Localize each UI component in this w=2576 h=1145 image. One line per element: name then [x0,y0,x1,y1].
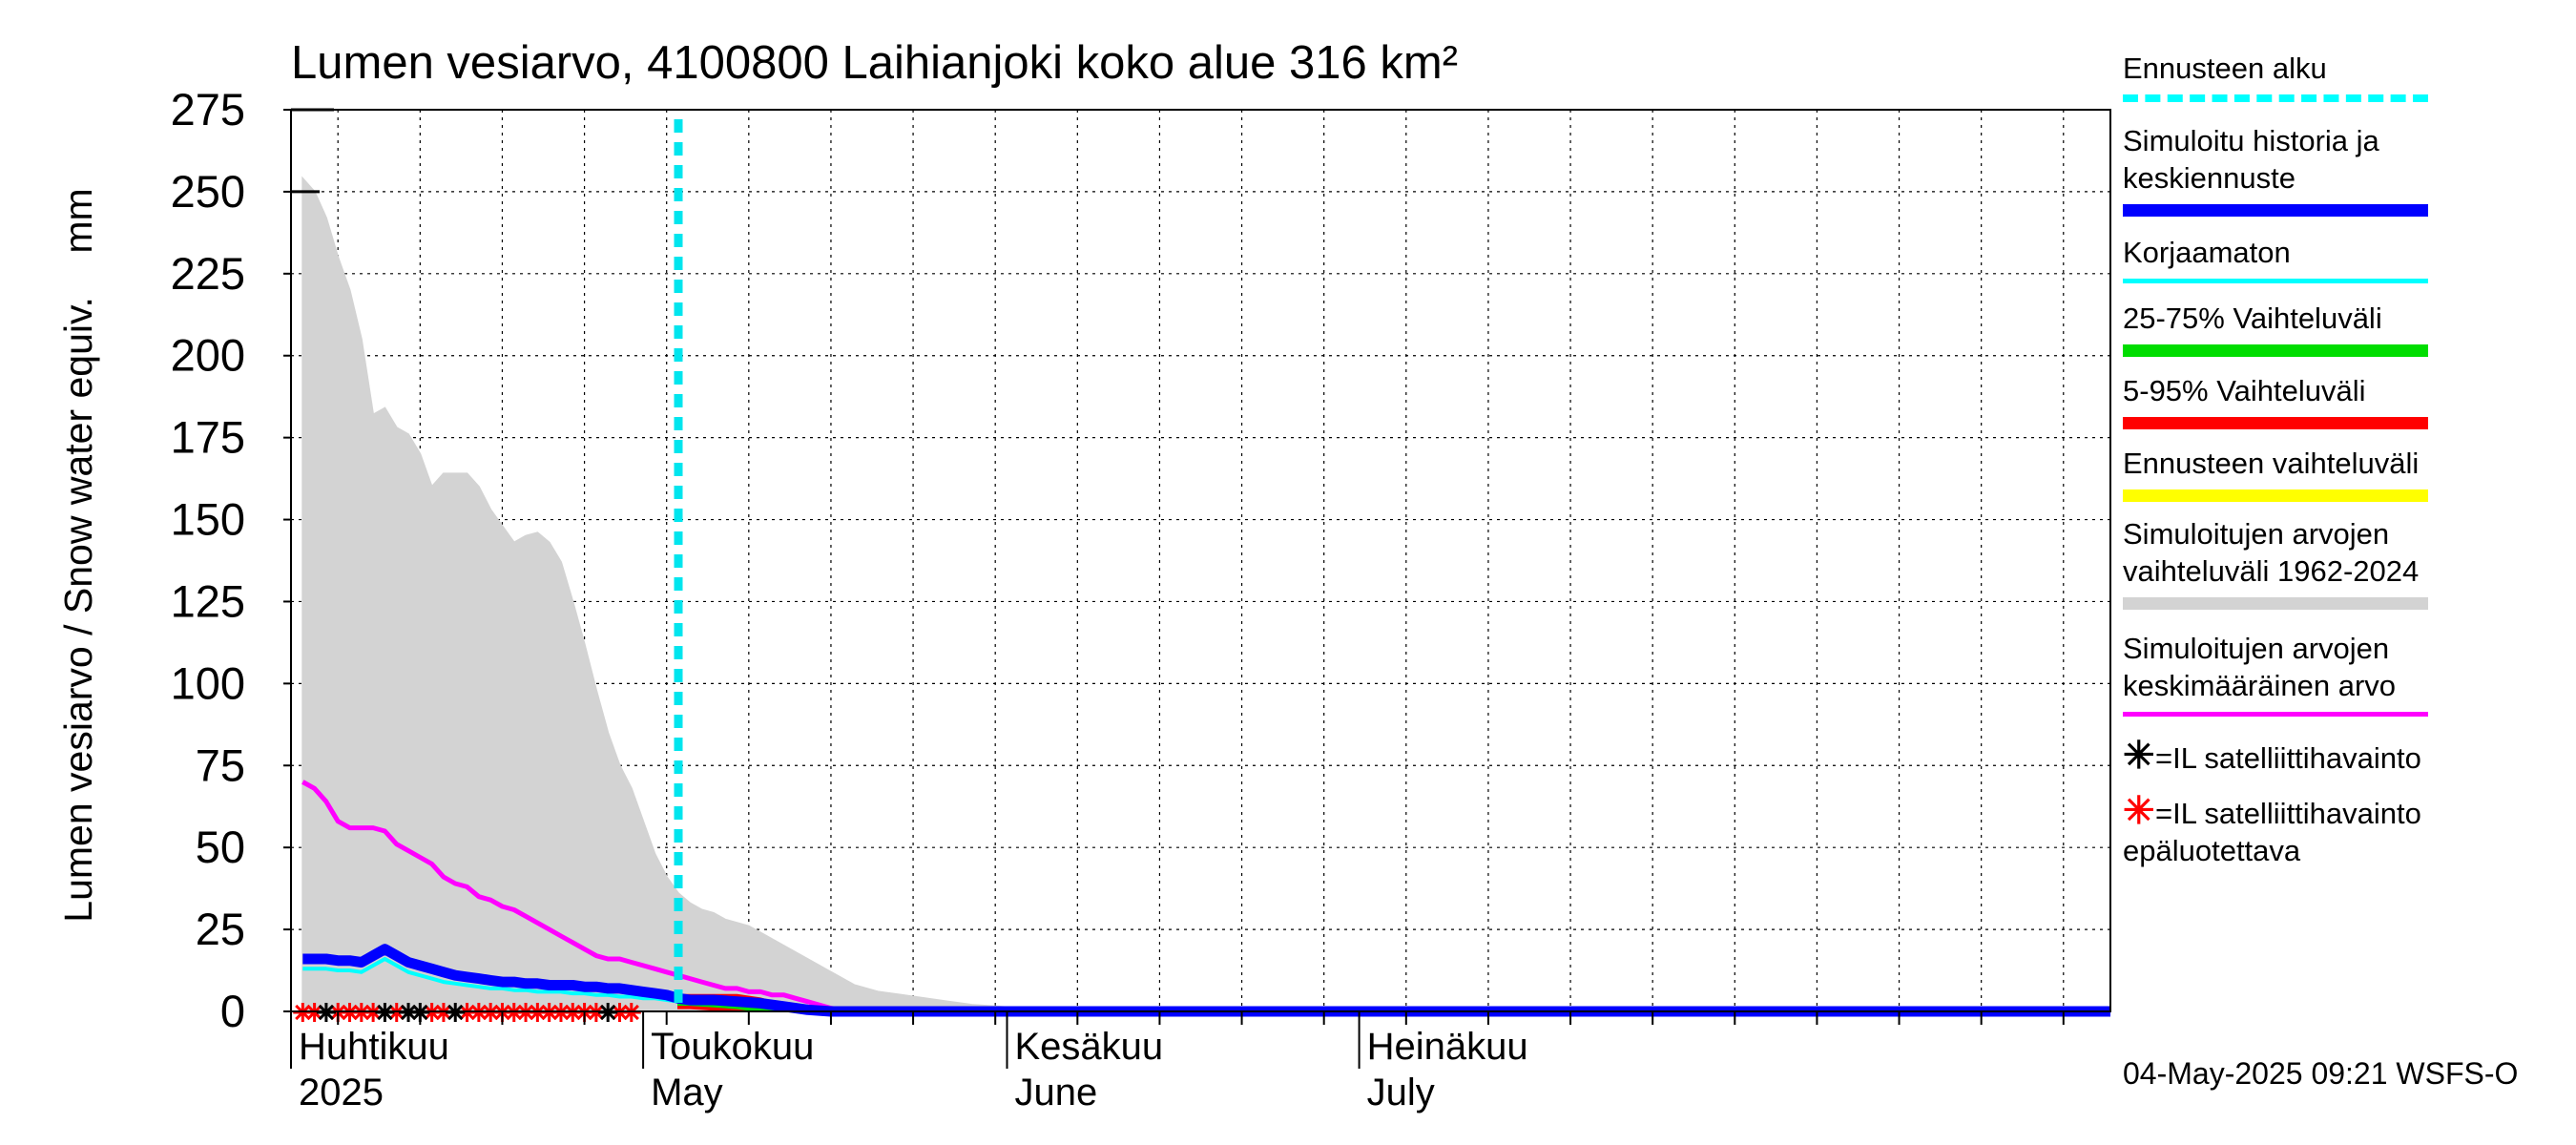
plot-frame [290,109,2111,1012]
y-tick-label: 100 [171,657,245,708]
legend-item: Simuloitu historia ja keskiennuste [2123,122,2543,217]
y-axis-ticks: 0 25 50 75 100 125 150 175 200 225 250 275 [171,84,334,1036]
timestamp: 04-May-2025 09:21 WSFS-O [2123,1056,2519,1091]
x-month-sub-label: May [651,1072,723,1114]
legend-swatch [2123,417,2428,429]
y-tick-label: 50 [196,822,245,872]
x-month-sub-label: 2025 [299,1072,384,1114]
legend-swatch [2123,344,2428,357]
legend-label: Korjaamaton [2123,236,2291,269]
legend-item: Ennusteen vaihteluväli [2123,445,2543,502]
x-month-label: Toukokuu [651,1026,814,1068]
line-simuloitujen-arvojen-keskim-r-inen-arvo [301,780,2110,1014]
legend-marker-label: =IL satelliittihavainto [2155,741,2421,775]
y-tick-label: 150 [171,494,245,545]
legend-swatch [2123,94,2428,102]
legend-label: Simuloitujen arvojen vaihteluväli 1962-2… [2123,517,2420,588]
x-month-label: Kesäkuu [1014,1026,1163,1068]
legend-marker-item: ✳=IL satelliittihavainto epäluotettava [2123,790,2543,869]
y-tick-label: 25 [196,904,245,954]
y-axis-label: Lumen vesiarvo / Snow water equiv. mm [56,188,100,922]
asterisk-icon: ✳ [2123,735,2155,777]
legend-label: Ennusteen vaihteluväli [2123,447,2420,480]
legend-item: Simuloitujen arvojen keskimääräinen arvo [2123,630,2543,717]
y-tick-label: 200 [171,330,245,381]
legend-item: 5-95% Vaihteluväli [2123,372,2543,429]
asterisk-icon: ✳ [2123,790,2155,832]
legend-swatch [2123,597,2428,610]
x-month-label: Heinäkuu [1367,1026,1528,1068]
x-month-sub-label: June [1014,1072,1097,1114]
y-tick-label: 275 [171,84,245,135]
x-month-sub-label: July [1367,1072,1435,1114]
y-tick-label: 0 [220,986,245,1036]
legend-item: Simuloitujen arvojen vaihteluväli 1962-2… [2123,515,2543,610]
line-simuloitu-historia-ja-keskiennuste [302,944,2110,1017]
x-month-label: Huhtikuu [299,1026,449,1068]
legend-swatch [2123,712,2428,717]
chart-grid [291,109,2110,1012]
legend-marker-label: =IL satelliittihavainto epäluotettava [2123,797,2421,867]
y-tick-label: 75 [196,739,245,790]
legend-item: Ennusteen alku [2123,50,2543,102]
legend-label: Ennusteen alku [2123,52,2327,85]
legend-swatch [2123,279,2428,283]
y-tick-label: 175 [171,412,245,463]
legend-label: Simuloitu historia ja keskiennuste [2123,124,2379,195]
y-tick-label: 225 [171,248,245,299]
legend-swatch [2123,204,2428,217]
chart-title: Lumen vesiarvo, 4100800 Laihianjoki koko… [291,37,1458,89]
legend-label: 5-95% Vaihteluväli [2123,374,2366,407]
legend-marker-row: ✳=IL satelliittihavainto epäluotettava [2123,790,2543,869]
legend-item: Korjaamaton [2123,234,2543,283]
y-tick-label: 250 [171,166,245,217]
legend-swatch [2123,489,2428,502]
legend-item: 25-75% Vaihteluväli [2123,300,2543,357]
legend-marker-row: ✳=IL satelliittihavainto [2123,735,2543,777]
legend-marker-item: ✳=IL satelliittihavainto [2123,735,2543,777]
legend: Ennusteen alku Simuloitu historia ja kesk… [2123,0,2571,1145]
legend-label: Simuloitujen arvojen keskimääräinen arvo [2123,632,2397,702]
chart-lines [301,780,2110,1017]
legend-label: 25-75% Vaihteluväli [2123,302,2382,335]
y-tick-label: 125 [171,575,245,626]
